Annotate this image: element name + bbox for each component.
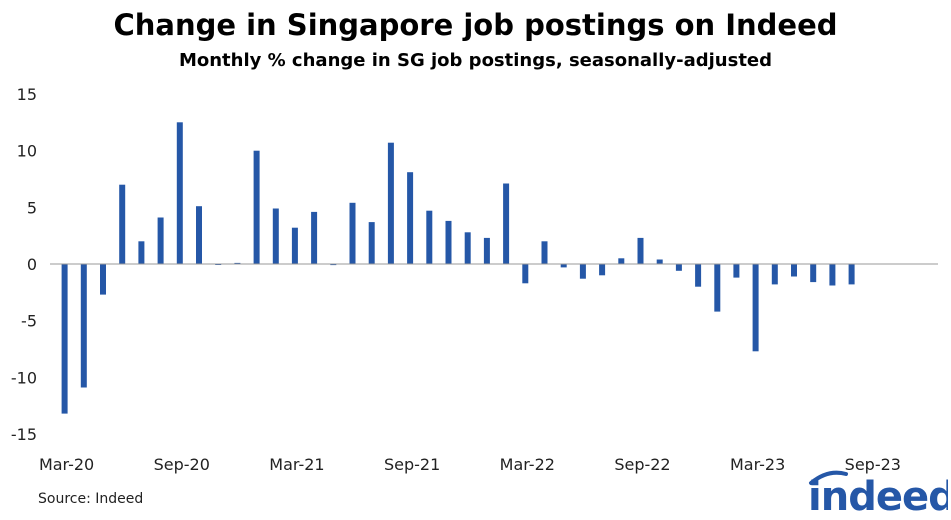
bar-apr-20 <box>80 264 87 388</box>
bar-jun-21 <box>349 202 356 264</box>
logo-arc-icon <box>809 470 848 485</box>
bar-jun-20 <box>119 184 126 264</box>
y-tick-label: 0 <box>27 255 37 274</box>
bar-jul-21 <box>368 222 375 264</box>
chart-title: Change in Singapore job postings on Inde… <box>113 8 838 42</box>
source-note: Source: Indeed <box>38 491 144 507</box>
bar-dec-22 <box>695 264 702 287</box>
indeed-logo[interactable]: indeed <box>798 468 948 520</box>
bar-oct-21 <box>426 210 433 264</box>
x-tick-label: Mar-20 <box>39 455 94 474</box>
bar-apr-21 <box>311 211 318 264</box>
bar-mar-20 <box>61 264 68 414</box>
bar-aug-20 <box>157 217 164 264</box>
bar-jul-22 <box>599 264 606 276</box>
y-tick-label: -15 <box>11 425 37 444</box>
x-tick-label: Sep-23 <box>845 455 901 474</box>
bar-feb-22 <box>503 183 510 264</box>
x-axis: Mar-20 Sep-20 Mar-21 Sep-21 Mar-22 Sep-22 Mar-… <box>39 455 901 474</box>
bar-nov-22 <box>675 264 682 271</box>
bar-may-21 <box>330 264 337 266</box>
bar-dec-21 <box>464 232 471 264</box>
bar-oct-20 <box>196 206 202 264</box>
bar-aug-21 <box>387 142 394 264</box>
bar-feb-23 <box>733 264 740 278</box>
bar-may-20 <box>100 264 106 295</box>
y-tick-label: 5 <box>27 198 37 217</box>
bar-nov-21 <box>445 220 452 264</box>
x-tick-label: Sep-22 <box>614 455 670 474</box>
bar-may-23 <box>791 264 797 277</box>
bar-sep-21 <box>407 172 414 264</box>
bar-oct-22 <box>656 259 663 264</box>
y-tick-label: 15 <box>17 85 37 104</box>
bar-sep-22 <box>637 237 644 264</box>
bar-jan-21 <box>253 150 260 264</box>
bar-jan-23 <box>714 264 721 312</box>
bar-jan-22 <box>483 237 490 264</box>
y-tick-label: -5 <box>21 312 37 331</box>
bar-jun-23 <box>810 264 817 283</box>
chart-subtitle: Monthly % change in SG job postings, sea… <box>178 50 773 71</box>
y-tick-label: -10 <box>11 368 37 387</box>
x-tick-label: Mar-21 <box>269 455 324 474</box>
bar-sep-20 <box>176 122 183 264</box>
bar-apr-23 <box>771 264 778 285</box>
x-tick-label: Sep-20 <box>154 455 210 474</box>
bar-may-22 <box>560 264 567 268</box>
bar-feb-21 <box>272 208 279 264</box>
x-tick-label: Mar-23 <box>730 455 785 474</box>
bar-mar-23 <box>752 264 759 352</box>
y-axis: 15 10 5 0 -5 -10 -15 <box>11 85 37 444</box>
bar-aug-23 <box>848 264 855 285</box>
bar-jul-20 <box>138 241 145 264</box>
x-tick-label: Mar-22 <box>500 455 555 474</box>
bar-mar-21 <box>291 227 298 264</box>
bar-jun-22 <box>579 264 586 279</box>
bars <box>61 122 855 414</box>
bar-mar-22 <box>522 264 529 284</box>
bar-dec-20 <box>234 262 241 264</box>
bar-jul-23 <box>829 264 836 286</box>
bar-apr-22 <box>541 241 548 264</box>
x-tick-label: Sep-21 <box>384 455 440 474</box>
bar-aug-22 <box>618 258 625 264</box>
y-tick-label: 10 <box>17 142 37 161</box>
logo-wordmark: indeed <box>808 474 948 520</box>
